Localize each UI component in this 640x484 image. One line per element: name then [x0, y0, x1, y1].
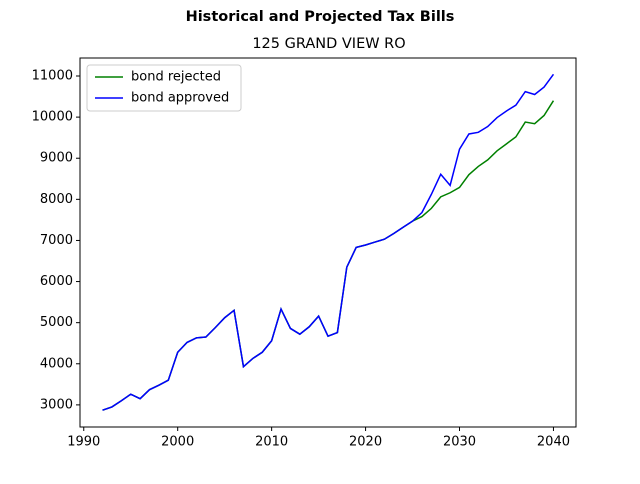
- series-line: [102, 100, 555, 411]
- x-tick-label: 2000: [161, 435, 194, 450]
- legend-label: bond approved: [131, 91, 229, 106]
- x-tick-label: 1990: [67, 435, 100, 450]
- y-tick-label: 7000: [40, 233, 73, 248]
- y-tick-label: 3000: [40, 397, 73, 412]
- y-tick-label: 9000: [40, 151, 73, 166]
- series-line: [102, 73, 555, 411]
- legend-box: [86, 64, 242, 112]
- y-tick-label: 10000: [32, 110, 73, 125]
- x-tick-label: 2020: [349, 435, 382, 450]
- y-tick-label: 5000: [40, 315, 73, 330]
- x-tick-label: 2030: [443, 435, 476, 450]
- plot-frame: [79, 57, 577, 428]
- legend-label: bond rejected: [131, 70, 221, 85]
- y-tick-label: 8000: [40, 192, 73, 207]
- chart-title: Historical and Projected Tax Bills: [186, 9, 455, 25]
- x-tick-label: 2040: [537, 435, 570, 450]
- y-tick-label: 6000: [40, 274, 73, 289]
- x-tick-label: 2010: [255, 435, 288, 450]
- y-tick-label: 11000: [32, 69, 73, 84]
- chart-subtitle: 125 GRAND VIEW RO: [252, 36, 405, 52]
- y-tick-label: 4000: [40, 356, 73, 371]
